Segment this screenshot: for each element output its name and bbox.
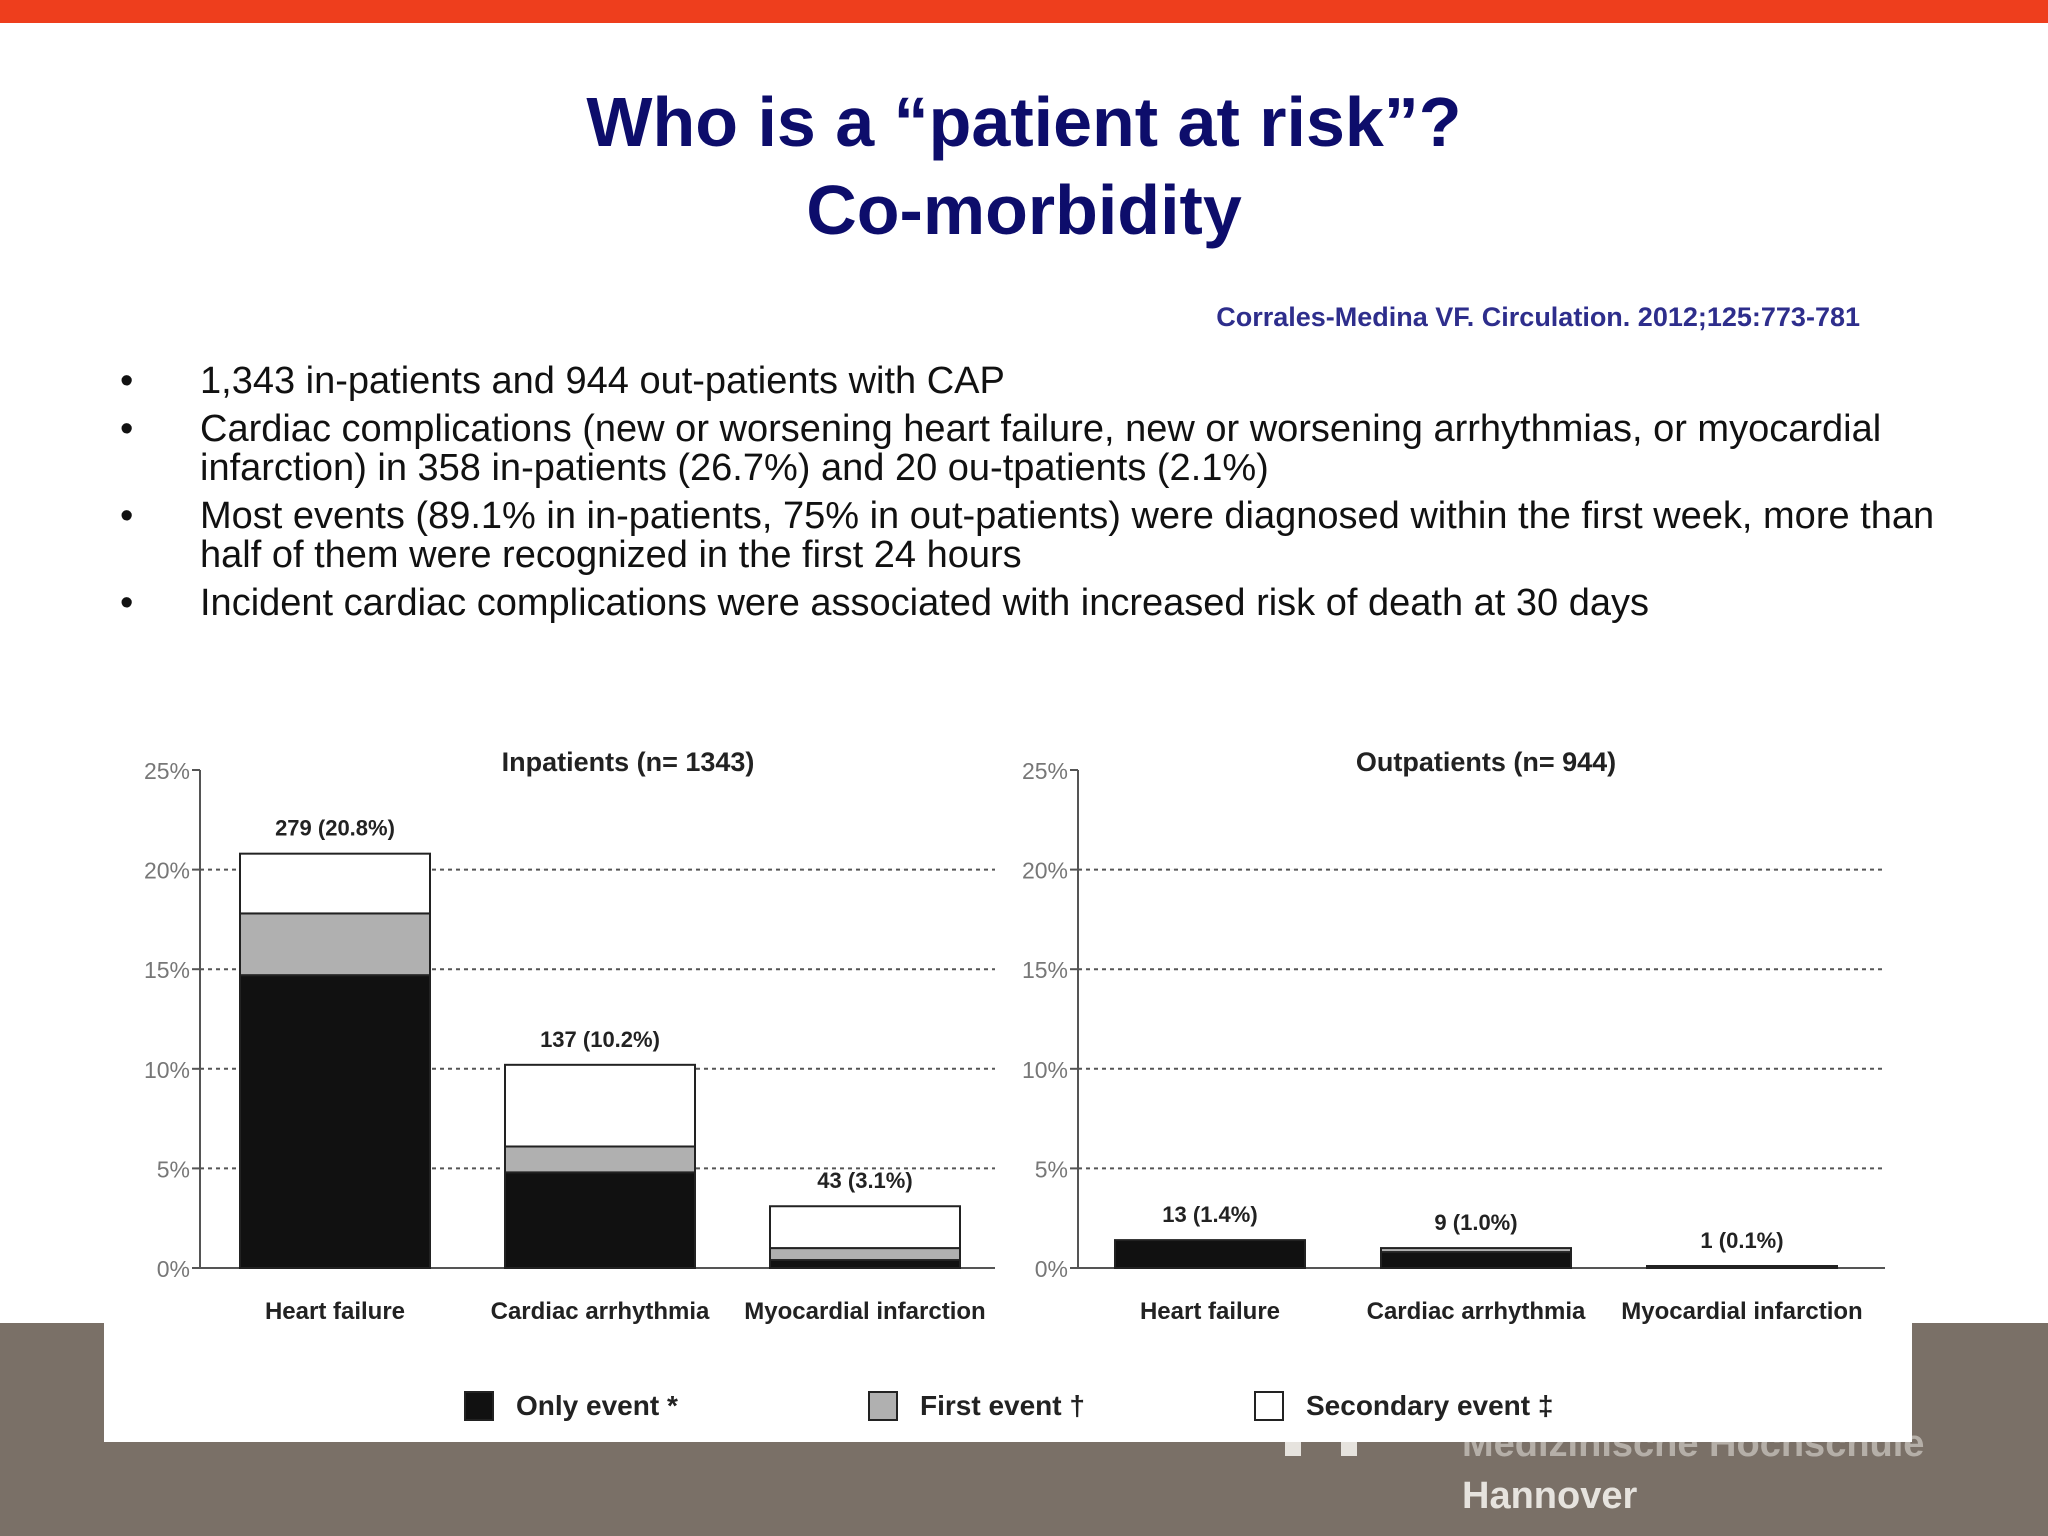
bullet-dot: • (120, 360, 134, 402)
y-tick-label: 5% (157, 1156, 190, 1182)
y-tick-label: 5% (1035, 1156, 1068, 1182)
bullet-text: Most events (89.1% in in-patients, 75% i… (200, 495, 1935, 576)
category-label: Heart failure (1140, 1298, 1280, 1325)
bar-segment (239, 852, 431, 915)
bar-segment (1380, 1251, 1572, 1269)
bar-segment (769, 1259, 961, 1269)
slide-title: Who is a “patient at risk”? Co-morbidity (0, 78, 2048, 254)
y-tick-label: 15% (1022, 957, 1068, 983)
data-label: 1 (0.1%) (1700, 1228, 1783, 1253)
data-label: 137 (10.2%) (540, 1027, 660, 1052)
bullet-text: Cardiac complications (new or worsening … (200, 408, 1882, 489)
legend-label-first-event: First event † (920, 1390, 1085, 1421)
legend-swatch-secondary-event (1254, 1391, 1284, 1421)
top-accent-bar (0, 0, 2048, 23)
bar-segment (239, 974, 431, 1270)
y-tick-label: 20% (1022, 858, 1068, 884)
slide-title-line2: Co-morbidity (806, 171, 1242, 249)
bar-segment (239, 912, 431, 977)
legend-swatch-first-event (868, 1391, 898, 1421)
bullet-dot: • (120, 582, 134, 624)
legend-label-secondary-event: Secondary event ‡ (1306, 1390, 1554, 1421)
category-label: Myocardial infarction (1621, 1298, 1862, 1325)
bar-segment (769, 1205, 961, 1250)
bar-segment (1646, 1265, 1838, 1270)
chart-title: Inpatients (n= 1343) (502, 747, 755, 777)
legend-swatch-only-event (464, 1391, 494, 1421)
bullet-item: • Incident cardiac complications were ass… (120, 584, 2000, 623)
bullet-dot: • (120, 408, 134, 450)
category-label: Cardiac arrhythmia (491, 1298, 710, 1325)
y-tick-label: 10% (144, 1057, 190, 1083)
bullet-text: 1,343 in-patients and 944 out-patients w… (200, 360, 1005, 402)
bar-segment (504, 1145, 696, 1174)
bullet-item: • 1,343 in-patients and 944 out-patients … (120, 362, 2000, 401)
data-label: 9 (1.0%) (1434, 1210, 1517, 1235)
bullet-text: Incident cardiac complications were asso… (200, 582, 1649, 624)
y-tick-label: 0% (1035, 1256, 1068, 1282)
bullet-item: • Most events (89.1% in in-patients, 75% … (120, 497, 2000, 575)
logo-mark (1285, 1440, 1397, 1461)
legend-label-only-event: Only event * (516, 1390, 678, 1421)
category-label: Heart failure (265, 1298, 405, 1325)
slide-title-line1: Who is a “patient at risk”? (586, 83, 1462, 161)
category-label: Cardiac arrhythmia (1367, 1298, 1586, 1325)
logo-line2: Hannover (1462, 1475, 1638, 1517)
y-tick-label: 15% (144, 957, 190, 983)
y-tick-label: 20% (144, 858, 190, 884)
data-label: 43 (3.1%) (817, 1168, 912, 1193)
data-label: 13 (1.4%) (1162, 1202, 1257, 1227)
y-tick-label: 25% (144, 758, 190, 784)
bullet-list: • 1,343 in-patients and 944 out-patients … (120, 362, 2000, 632)
y-tick-label: 25% (1022, 758, 1068, 784)
y-tick-label: 10% (1022, 1057, 1068, 1083)
bar-segment (769, 1247, 961, 1262)
bar-segment (1380, 1247, 1572, 1254)
legend-item-secondary-event: Secondary event ‡ (1254, 1383, 1553, 1429)
chart-title: Outpatients (n= 944) (1356, 747, 1616, 777)
bar-segment (504, 1171, 696, 1270)
legend-item-first-event: First event † (868, 1383, 1085, 1429)
bullet-dot: • (120, 495, 134, 537)
chart-legend: Only event * First event † Secondary eve… (0, 1383, 2048, 1433)
bullet-item: • Cardiac complications (new or worsening… (120, 410, 2000, 488)
legend-item-only-event: Only event * (464, 1383, 678, 1429)
bar-segment (1114, 1239, 1306, 1270)
category-label: Myocardial infarction (744, 1298, 985, 1325)
data-label: 279 (20.8%) (275, 816, 395, 841)
citation: Corrales-Medina VF. Circulation. 2012;12… (1216, 302, 1860, 332)
bar-segment (504, 1063, 696, 1148)
y-tick-label: 0% (157, 1256, 190, 1282)
